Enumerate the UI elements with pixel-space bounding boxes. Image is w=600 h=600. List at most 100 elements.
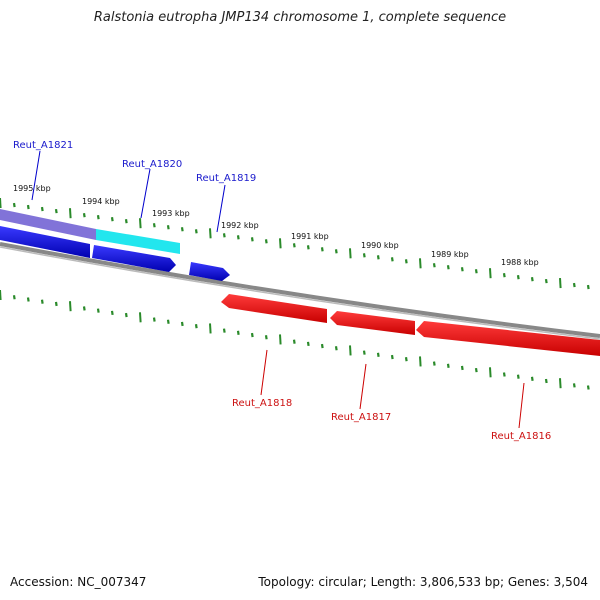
minor-tick	[180, 321, 184, 327]
minor-tick	[474, 367, 478, 373]
leader-line-Reut_A1817	[359, 363, 367, 410]
minor-tick	[152, 223, 156, 228]
tick-label: 1993 kbp	[152, 209, 190, 218]
minor-tick	[194, 229, 198, 234]
major-tick	[559, 278, 562, 289]
minor-tick	[292, 339, 296, 344]
minor-tick	[250, 332, 254, 338]
minor-tick	[362, 253, 366, 258]
minor-tick	[194, 324, 198, 329]
gene-label-Reut_A1819[interactable]: Reut_A1819	[196, 173, 256, 184]
minor-tick	[320, 247, 324, 252]
minor-tick	[124, 219, 128, 224]
major-tick	[559, 378, 562, 389]
cds-arrow-Reut_A1817[interactable]	[330, 311, 415, 335]
minor-tick	[12, 202, 16, 208]
gene-label-Reut_A1817[interactable]: Reut_A1817	[331, 412, 391, 423]
minor-tick	[82, 306, 86, 311]
minor-tick	[544, 278, 548, 284]
major-tick	[209, 323, 212, 334]
gene-label-Reut_A1821[interactable]: Reut_A1821	[13, 140, 73, 151]
minor-tick	[222, 233, 226, 238]
minor-tick	[404, 259, 408, 264]
gene-label-Reut_A1818[interactable]: Reut_A1818	[232, 398, 292, 409]
position-labels: 1995 kbp 1994 kbp 1993 kbp 1992 kbp 1991…	[13, 184, 539, 267]
minor-tick	[432, 361, 436, 366]
minor-tick	[586, 284, 590, 290]
major-tick	[419, 356, 422, 367]
sequence-backbone	[0, 242, 600, 338]
tick-label: 1988 kbp	[501, 258, 539, 267]
minor-tick	[236, 235, 240, 240]
leader-line-Reut_A1818	[260, 349, 268, 396]
minor-tick	[572, 383, 576, 388]
gene-label-Reut_A1816[interactable]: Reut_A1816	[491, 431, 551, 442]
minor-tick	[502, 273, 506, 278]
major-tick	[209, 228, 212, 239]
minor-tick	[446, 265, 450, 270]
minor-tick	[306, 245, 310, 250]
cds-arrow-Reut_A1821[interactable]	[0, 226, 90, 258]
minor-tick	[460, 267, 464, 272]
sequence-summary: Topology: circular; Length: 3,806,533 bp…	[258, 575, 588, 589]
gene-labels: Reut_A1821 Reut_A1820 Reut_A1819 Reut_A1…	[13, 140, 551, 442]
minor-tick	[586, 385, 590, 390]
minor-tick	[54, 301, 58, 307]
minor-tick	[12, 295, 16, 300]
cds-arrow-Reut_A1820[interactable]	[92, 245, 176, 272]
major-tick	[139, 312, 142, 323]
minor-tick	[376, 255, 380, 260]
leader-line-Reut_A1821	[31, 150, 41, 201]
minor-tick	[320, 343, 324, 349]
minor-tick	[306, 341, 310, 347]
minor-tick	[250, 237, 254, 242]
minor-tick	[376, 352, 380, 358]
major-tick	[279, 238, 282, 249]
major-tick	[0, 197, 2, 209]
minor-tick	[26, 297, 30, 302]
major-tick	[69, 301, 72, 312]
minor-tick	[334, 249, 338, 254]
minor-tick	[516, 374, 520, 379]
leader-line-Reut_A1816	[518, 382, 525, 429]
minor-tick	[236, 330, 240, 335]
minor-tick	[404, 357, 408, 362]
tick-label: 1994 kbp	[82, 197, 120, 206]
minor-tick	[334, 346, 338, 351]
minor-tick	[446, 363, 450, 368]
minor-tick	[502, 372, 506, 377]
major-tick	[139, 218, 142, 229]
leader-line-Reut_A1820	[140, 168, 151, 219]
highlight-band-lavender[interactable]	[0, 209, 96, 240]
cds-arrow-Reut_A1819[interactable]	[189, 262, 230, 281]
minor-tick	[54, 208, 58, 214]
minor-tick	[166, 319, 170, 324]
minor-tick	[362, 350, 366, 355]
tick-label: 1992 kbp	[221, 221, 259, 230]
cds-arrow-Reut_A1816[interactable]	[416, 321, 600, 356]
lower-tick-row	[0, 289, 590, 390]
minor-tick	[110, 310, 114, 316]
major-tick	[489, 268, 492, 279]
minor-tick	[110, 217, 114, 222]
gene-label-Reut_A1820[interactable]: Reut_A1820	[122, 159, 182, 170]
tick-label: 1990 kbp	[361, 241, 399, 250]
minor-tick	[516, 275, 520, 280]
minor-tick	[124, 312, 128, 318]
major-tick	[349, 345, 352, 356]
leader-line-Reut_A1819	[216, 184, 226, 233]
tick-label: 1991 kbp	[291, 232, 329, 241]
minor-tick	[166, 225, 170, 230]
minor-tick	[222, 328, 226, 333]
minor-tick	[530, 376, 534, 382]
highlight-band-cyan[interactable]	[96, 229, 180, 254]
minor-tick	[530, 276, 534, 282]
minor-tick	[292, 243, 296, 248]
minor-tick	[264, 335, 268, 340]
cds-arrow-Reut_A1818[interactable]	[221, 294, 327, 323]
forward-cds-track	[0, 226, 230, 281]
minor-tick	[96, 308, 100, 313]
minor-tick	[460, 365, 464, 371]
